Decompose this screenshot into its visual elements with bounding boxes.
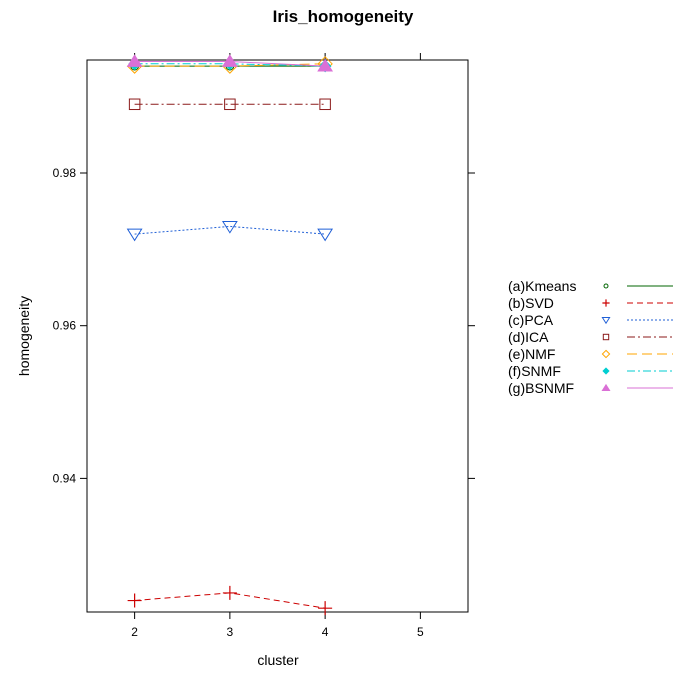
legend-marker xyxy=(601,316,611,325)
legend-label: (a)Kmeans xyxy=(508,278,576,294)
chart-title: Iris_homogeneity xyxy=(273,7,414,26)
legend-entry: (b)SVD xyxy=(508,295,673,311)
data-point xyxy=(126,54,143,67)
legend-entry: (a)Kmeans xyxy=(508,278,673,294)
series-4 xyxy=(128,98,331,111)
legend: (a)Kmeans(b)SVD(c)PCA(d)ICA(e)NMF(f)SNMF… xyxy=(508,278,673,396)
y-tick-label: 0.96 xyxy=(53,319,77,333)
legend-marker xyxy=(602,333,610,341)
data-point xyxy=(128,98,141,111)
data-point xyxy=(317,228,334,242)
legend-label: (e)NMF xyxy=(508,346,555,362)
legend-entry: (f)SNMF xyxy=(508,363,673,379)
y-tick-label: 0.94 xyxy=(53,471,77,485)
data-point xyxy=(127,593,142,608)
legend-entry: (d)ICA xyxy=(508,329,673,345)
x-tick-label: 5 xyxy=(417,625,424,639)
y-tick-label: 0.98 xyxy=(53,166,77,180)
x-axis-label: cluster xyxy=(257,652,299,668)
legend-entry: (c)PCA xyxy=(508,312,673,328)
data-point xyxy=(221,221,238,234)
series-3 xyxy=(126,221,334,242)
legend-marker xyxy=(601,349,611,359)
series-2 xyxy=(127,585,333,616)
data-point xyxy=(317,58,334,72)
legend-label: (c)PCA xyxy=(508,312,554,328)
data-point xyxy=(222,585,237,600)
data-point xyxy=(319,98,331,111)
legend-marker xyxy=(602,367,610,375)
data-point xyxy=(224,98,236,111)
legend-entry: (g)BSNMF xyxy=(508,380,673,396)
y-axis-label: homogeneity xyxy=(16,296,32,376)
legend-marker xyxy=(603,283,609,289)
data-point xyxy=(126,228,143,242)
legend-marker xyxy=(602,299,610,307)
series-layer xyxy=(126,54,334,616)
legend-entry: (e)NMF xyxy=(508,346,673,362)
legend-label: (f)SNMF xyxy=(508,363,561,379)
legend-label: (g)BSNMF xyxy=(508,380,574,396)
legend-marker xyxy=(601,383,611,392)
axis-ticks: 2 3 4 5 0.94 0.96 0.98 xyxy=(53,53,475,639)
legend-label: (b)SVD xyxy=(508,295,554,311)
series-7 xyxy=(126,54,334,72)
data-point xyxy=(221,54,238,67)
plot-frame xyxy=(86,59,469,613)
x-tick-label: 2 xyxy=(131,625,138,639)
x-tick-label: 4 xyxy=(322,625,329,639)
x-tick-label: 3 xyxy=(227,625,234,639)
data-point xyxy=(318,601,333,616)
legend-label: (d)ICA xyxy=(508,329,549,345)
